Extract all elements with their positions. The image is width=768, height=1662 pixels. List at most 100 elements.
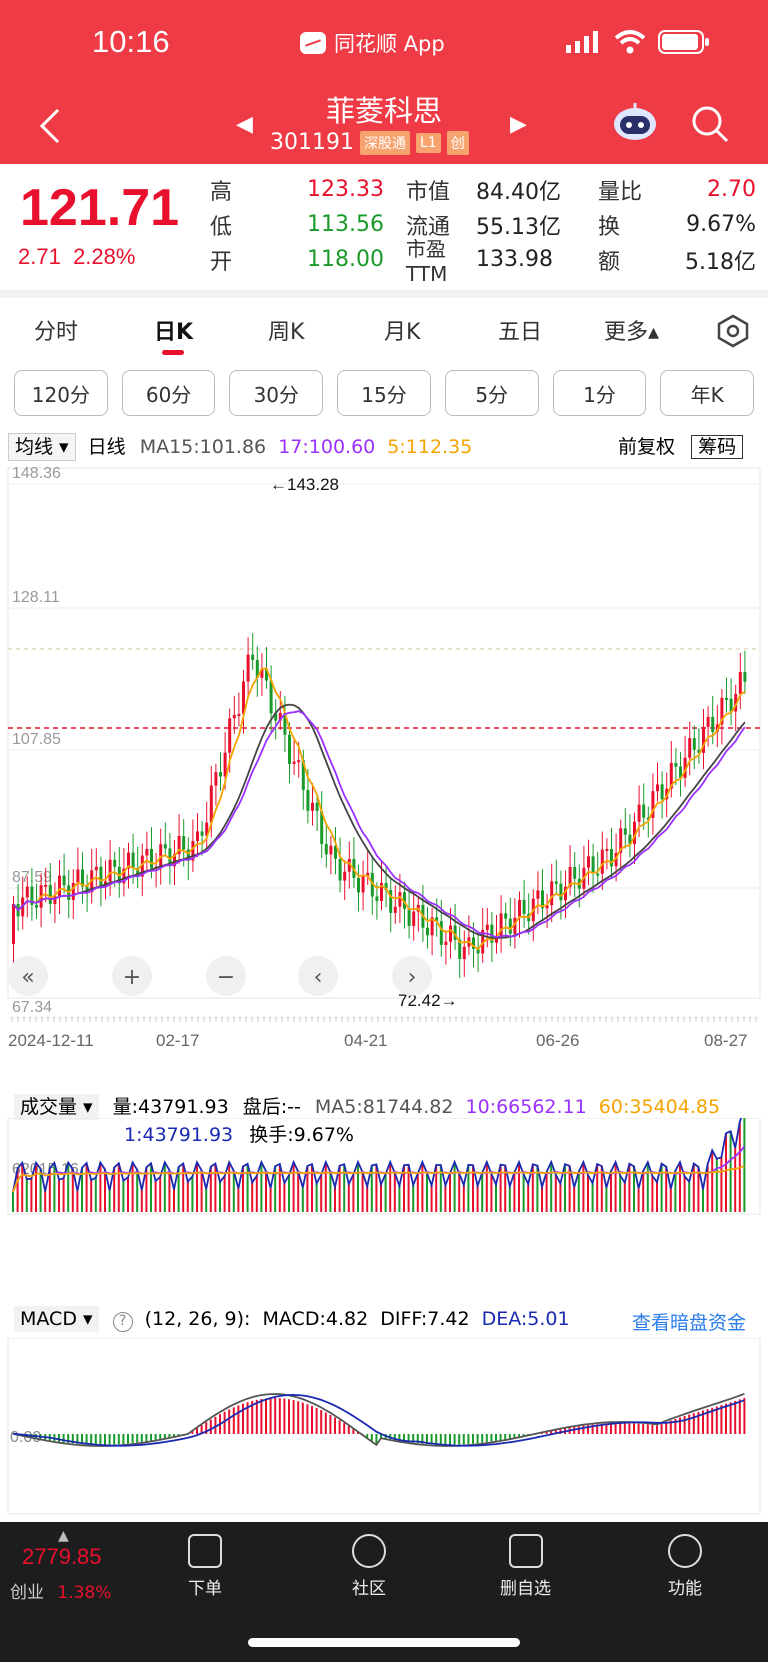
macd-bar <box>665 1422 668 1434</box>
candle-body <box>504 913 508 919</box>
volume-bar <box>453 1162 456 1212</box>
nav-community[interactable]: 社区 <box>352 1534 386 1599</box>
candle-body <box>573 867 577 879</box>
volume-bar <box>389 1162 392 1212</box>
candle-body <box>260 669 264 678</box>
volume-bar <box>196 1162 198 1212</box>
turnover-value: 换手:9.67% <box>249 1124 354 1146</box>
candle-body <box>283 712 287 735</box>
volume-bar <box>679 1162 681 1212</box>
chart-area: 均线 ▾ 日线 MA15:101.86 17:100.60 5:112.35 前… <box>0 428 768 1518</box>
volume-bar <box>334 1186 336 1212</box>
volume-bar <box>269 1187 272 1212</box>
tab-monthly-k[interactable]: 月K <box>384 320 421 345</box>
nav-order-label: 下单 <box>188 1579 222 1599</box>
label-open: 开 <box>210 249 233 275</box>
back-icon[interactable] <box>38 106 62 146</box>
macd-bar <box>214 1416 217 1434</box>
volume-chart[interactable]: 62015.16 <box>0 1118 768 1218</box>
index-value[interactable]: 2779.85 <box>22 1544 102 1569</box>
volume-bar <box>669 1188 672 1212</box>
divider <box>0 290 768 298</box>
macd-chart[interactable]: 0.00 <box>0 1338 768 1518</box>
kline-chart[interactable]: 148.36128.11107.8587.5967.34←143.2872.42… <box>0 464 768 1064</box>
macd-bar <box>490 1434 493 1442</box>
volume-bar <box>25 1179 28 1212</box>
volume-bar <box>21 1162 24 1212</box>
candle-body <box>108 859 112 882</box>
value-turnover: 9.67% <box>686 212 756 237</box>
candle-body <box>702 726 705 753</box>
candle-body <box>743 672 747 682</box>
candle-body <box>453 925 457 940</box>
tab-intraday[interactable]: 分时 <box>34 320 79 345</box>
battery-icon <box>658 30 709 54</box>
macd-bar <box>499 1434 502 1441</box>
volume-bar <box>683 1176 686 1212</box>
indicator-select[interactable]: 均线 ▾ <box>8 433 76 461</box>
candle-body <box>265 669 268 681</box>
macd-bar <box>504 1434 507 1440</box>
candle-body <box>288 734 291 764</box>
period-1min[interactable]: 1分 <box>552 370 647 416</box>
volume-bar <box>499 1164 502 1212</box>
period-60min[interactable]: 60分 <box>121 370 216 416</box>
volume-bar <box>430 1185 433 1212</box>
nav-community-label: 社区 <box>352 1579 386 1599</box>
candle-body <box>485 924 489 930</box>
assistant-robot-icon[interactable] <box>612 102 658 142</box>
next-stock-icon[interactable]: ▶ <box>510 112 527 137</box>
macd-bar <box>550 1430 553 1434</box>
nav-order[interactable]: 下单 <box>188 1534 222 1599</box>
candle-body <box>209 785 213 823</box>
x-tick-label: 06-26 <box>536 1031 579 1050</box>
candle-body <box>58 875 61 897</box>
candle-body <box>734 693 738 712</box>
macd-frame <box>7 1338 761 1515</box>
volume-bar <box>467 1164 470 1212</box>
macd-indicator-select[interactable]: MACD ▾ <box>14 1306 99 1332</box>
tab-daily-k[interactable]: 日K <box>154 320 194 345</box>
tab-five-day[interactable]: 五日 <box>498 320 543 345</box>
period-selector: 120分 60分 30分 15分 5分 1分 年K <box>14 370 755 416</box>
label-turnover: 换 <box>598 214 621 240</box>
candle-body <box>269 680 273 714</box>
macd-bar <box>209 1419 212 1434</box>
macd-bar <box>485 1434 488 1443</box>
tab-weekly-k[interactable]: 周K <box>268 320 305 345</box>
adjust-select[interactable]: 前复权 <box>618 436 676 458</box>
macd-bar <box>683 1416 686 1434</box>
candle-body <box>196 831 199 842</box>
nav-remove-watchlist[interactable]: 删自选 <box>500 1534 551 1599</box>
macd-bar <box>743 1397 746 1434</box>
volume-bar <box>145 1167 148 1212</box>
volume-indicator-select[interactable]: 成交量 ▾ <box>14 1094 99 1120</box>
help-icon[interactable]: ? <box>112 1312 133 1332</box>
period-120min[interactable]: 120分 <box>14 370 108 416</box>
value-market-cap: 84.40亿 <box>476 179 561 205</box>
period-30min[interactable]: 30分 <box>229 370 324 416</box>
search-icon[interactable] <box>690 104 730 144</box>
volume-bar <box>462 1185 465 1212</box>
macd-bar <box>108 1434 111 1445</box>
volume-bar <box>30 1178 33 1212</box>
volume-bar <box>458 1173 461 1212</box>
tab-more[interactable]: 更多▴ <box>604 320 660 345</box>
prev-stock-icon[interactable]: ◀ <box>236 112 253 137</box>
volume-bar <box>62 1178 65 1212</box>
macd-bar <box>734 1400 737 1434</box>
nav-functions[interactable]: 功能 <box>668 1534 702 1599</box>
period-15min[interactable]: 15分 <box>337 370 431 416</box>
period-5min[interactable]: 5分 <box>444 370 539 416</box>
macd-bar <box>605 1423 608 1434</box>
macd-bar <box>637 1423 640 1434</box>
macd-bar <box>421 1434 424 1444</box>
candle-body <box>113 859 117 867</box>
settings-hex-icon[interactable] <box>716 314 750 348</box>
period-yearly[interactable]: 年K <box>660 370 755 416</box>
macd-bar <box>444 1434 447 1445</box>
signal-icon <box>566 31 598 53</box>
chip-button[interactable]: 筹码 <box>691 435 744 459</box>
x-tick-label: 08-27 <box>704 1031 747 1050</box>
dark-pool-link[interactable]: 查看暗盘资金 <box>632 1312 747 1334</box>
